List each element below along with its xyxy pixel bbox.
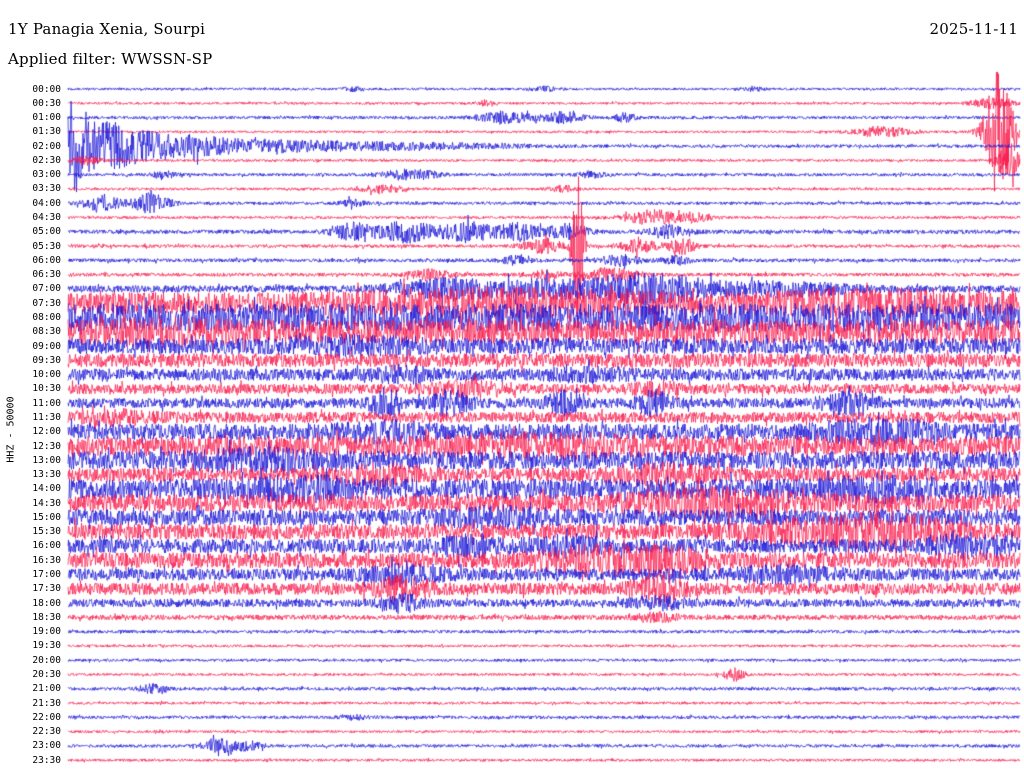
time-label: 19:30 (32, 640, 61, 652)
time-label: 12:30 (32, 440, 61, 452)
time-label: 18:00 (32, 597, 61, 609)
time-label: 02:30 (32, 154, 61, 166)
time-label: 16:30 (32, 554, 61, 566)
time-label: 01:00 (32, 112, 61, 124)
time-label: 08:00 (32, 311, 61, 323)
time-label: 17:30 (32, 583, 61, 595)
time-label: 13:30 (32, 469, 61, 481)
time-label: 23:30 (32, 754, 61, 766)
time-label: 21:30 (32, 697, 61, 709)
time-label: 00:30 (32, 97, 61, 109)
time-label: 22:00 (32, 711, 61, 723)
time-label: 18:30 (32, 611, 61, 623)
time-label: 11:30 (32, 411, 61, 423)
time-label: 05:30 (32, 240, 61, 252)
time-label: 19:00 (32, 626, 61, 638)
time-label: 07:30 (32, 297, 61, 309)
time-label: 04:30 (32, 212, 61, 224)
time-label: 13:00 (32, 454, 61, 466)
time-label: 16:00 (32, 540, 61, 552)
helicorder-plot (66, 0, 1024, 780)
time-label: 03:00 (32, 169, 61, 181)
time-label: 08:30 (32, 326, 61, 338)
time-label: 06:30 (32, 269, 61, 281)
time-label: 14:00 (32, 483, 61, 495)
time-label: 05:00 (32, 226, 61, 238)
time-label: 09:30 (32, 354, 61, 366)
time-label: 21:00 (32, 683, 61, 695)
time-label: 07:00 (32, 283, 61, 295)
time-label: 12:00 (32, 426, 61, 438)
time-label: 14:30 (32, 497, 61, 509)
time-label: 00:00 (32, 83, 61, 95)
time-label: 11:00 (32, 397, 61, 409)
time-label: 06:00 (32, 254, 61, 266)
time-label: 15:00 (32, 511, 61, 523)
time-label: 20:00 (32, 654, 61, 666)
time-label: 10:30 (32, 383, 61, 395)
time-label: 10:00 (32, 369, 61, 381)
time-label: 23:00 (32, 740, 61, 752)
time-label: 15:30 (32, 526, 61, 538)
time-label: 03:30 (32, 183, 61, 195)
time-label: 20:30 (32, 668, 61, 680)
time-label: 09:00 (32, 340, 61, 352)
time-label: 17:00 (32, 569, 61, 581)
time-label: 22:30 (32, 726, 61, 738)
time-label: 04:00 (32, 197, 61, 209)
time-label: 01:30 (32, 126, 61, 138)
time-label: 02:00 (32, 140, 61, 152)
